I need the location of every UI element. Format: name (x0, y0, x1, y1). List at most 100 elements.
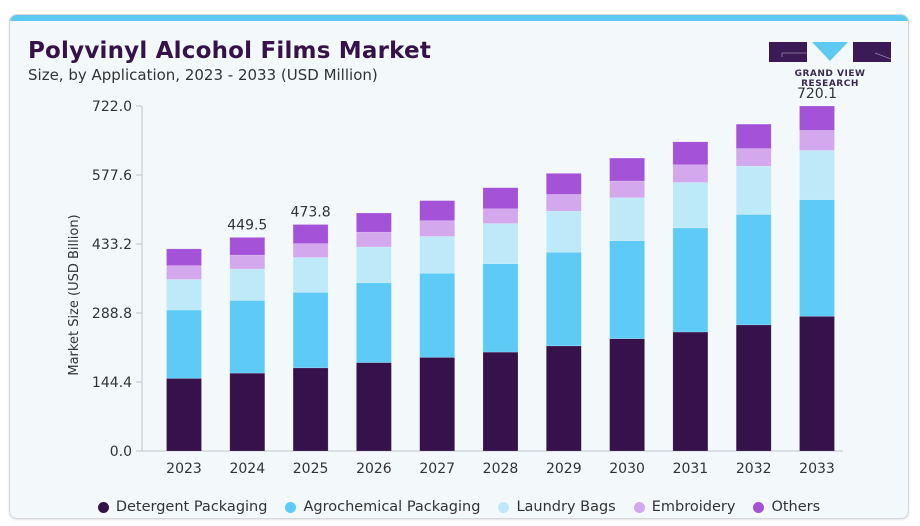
bar-segment-laundry-bags (735, 165, 772, 215)
legend-dot-icon (633, 501, 645, 513)
bar-segment-others (229, 237, 266, 256)
bar-segment-embroidery (419, 220, 456, 237)
legend-item-others: Others (753, 499, 820, 515)
x-tick-label: 2032 (736, 461, 772, 477)
bar-segment-agrochemical-packaging (419, 272, 456, 358)
x-tick-label: 2031 (673, 461, 709, 477)
bar-segment-embroidery (672, 164, 709, 183)
bar-segment-embroidery (799, 130, 835, 151)
bar-segment-embroidery (229, 254, 266, 270)
x-axis: 2023 2024 2025 2026 2027 2028 2029 2030 2031 2032… (136, 450, 843, 477)
chart-card: Polyvinyl Alcohol Films Market Size, by … (9, 14, 909, 519)
bar-segment-agrochemical-packaging (735, 214, 772, 326)
legend-label: Embroidery (651, 499, 736, 515)
y-tick-label: 577.6 (92, 168, 132, 184)
bar-segment-agrochemical-packaging (545, 251, 582, 347)
legend-dot-icon (285, 501, 297, 513)
logo-mark-icon (769, 42, 892, 62)
bar-segment-laundry-bags (482, 223, 519, 264)
bar-segment-agrochemical-packaging (356, 282, 392, 363)
bar-segment-embroidery (292, 243, 329, 258)
bar-segment-agrochemical-packaging (229, 300, 266, 374)
legend: Detergent Packaging Agrochemical Packagin… (10, 499, 908, 515)
bar-segment-detergent-packaging (735, 324, 772, 452)
bar-segment-embroidery (356, 231, 392, 248)
bar-segment-detergent-packaging (609, 338, 645, 452)
bar-segment-agrochemical-packaging (609, 240, 645, 340)
total-labels: 449.5 473.8 720.1 (227, 86, 837, 233)
total-label: 720.1 (797, 86, 837, 102)
bar-segment-laundry-bags (799, 150, 835, 200)
y-axis-title: Market Size (USD Billion) (67, 214, 82, 375)
accent-bar (10, 15, 908, 21)
legend-label: Others (771, 499, 821, 515)
x-tick-label: 2023 (166, 461, 202, 477)
y-tick-label: 288.8 (92, 306, 132, 322)
total-label: 449.5 (227, 217, 267, 233)
bar-segment-laundry-bags (166, 279, 202, 311)
bar-segment-agrochemical-packaging (166, 309, 202, 379)
x-tick-label: 2028 (483, 461, 519, 477)
bar-segment-laundry-bags (545, 210, 582, 253)
bar-segment-others (609, 157, 645, 182)
logo-text: GRAND VIEW RESEARCH (794, 69, 866, 89)
bar-segment-detergent-packaging (419, 357, 456, 452)
legend-label: Agrochemical Packaging (303, 499, 481, 515)
grand-view-research-logo: GRAND VIEW RESEARCH (765, 39, 895, 89)
x-tick-label: 2026 (356, 461, 392, 477)
bar-segment-embroidery (545, 194, 582, 212)
y-tick-label: 433.2 (92, 237, 132, 253)
x-tick-label: 2024 (229, 461, 265, 477)
bar-segment-embroidery (482, 208, 519, 224)
bar-segment-agrochemical-packaging (482, 263, 519, 353)
bar-segment-others (482, 187, 519, 210)
legend-dot-icon (97, 501, 109, 513)
legend-dot-icon (753, 501, 765, 513)
bar-segment-embroidery (735, 148, 772, 167)
bar-segment-laundry-bags (419, 236, 456, 274)
x-tick-label: 2025 (293, 461, 329, 477)
bar-segment-laundry-bags (229, 268, 266, 301)
legend-item-agrochemical-packaging: Agrochemical Packaging (285, 499, 480, 515)
bar-segment-agrochemical-packaging (672, 227, 709, 333)
bars (166, 105, 835, 452)
bar-segment-others (166, 248, 202, 266)
bar-segment-others (419, 200, 456, 221)
chart-title: Polyvinyl Alcohol Films Market (28, 38, 432, 64)
bar-segment-detergent-packaging (356, 362, 392, 452)
y-tick-label: 722.0 (92, 99, 132, 115)
bar-segment-laundry-bags (356, 246, 392, 284)
bar-segment-others (672, 141, 709, 166)
bar-segment-others (799, 105, 835, 131)
total-label: 473.8 (291, 205, 331, 221)
x-tick-label: 2029 (546, 461, 582, 477)
legend-item-embroidery: Embroidery (633, 499, 736, 515)
bar-segment-detergent-packaging (672, 331, 709, 452)
bar-segment-embroidery (609, 180, 645, 199)
bar-segment-detergent-packaging (482, 351, 519, 452)
bar-segment-detergent-packaging (545, 345, 582, 452)
bar-segment-detergent-packaging (229, 372, 266, 452)
bar-segment-agrochemical-packaging (292, 292, 329, 369)
y-tick-label: 144.4 (92, 375, 132, 391)
chart-subtitle: Size, by Application, 2023 - 2033 (USD M… (28, 66, 378, 84)
legend-item-laundry-bags: Laundry Bags (498, 499, 616, 515)
bar-segment-detergent-packaging (292, 367, 329, 452)
bar-segment-laundry-bags (609, 197, 645, 242)
x-tick-label: 2033 (799, 461, 835, 477)
bar-segment-others (292, 224, 329, 244)
x-tick-label: 2027 (419, 461, 455, 477)
bar-segment-others (356, 212, 392, 233)
legend-dot-icon (498, 501, 510, 513)
y-axis: 0.0 144.4 288.8 433.2 577.6 722.0 (92, 99, 143, 460)
bar-segment-others (735, 123, 772, 149)
legend-item-detergent-packaging: Detergent Packaging (97, 499, 267, 515)
legend-label: Laundry Bags (516, 499, 616, 515)
x-tick-label: 2030 (609, 461, 645, 477)
bar-segment-detergent-packaging (799, 315, 835, 452)
bar-segment-others (545, 173, 582, 195)
y-tick-label: 0.0 (110, 444, 132, 460)
bar-segment-laundry-bags (292, 257, 329, 293)
bar-segment-detergent-packaging (166, 378, 202, 452)
